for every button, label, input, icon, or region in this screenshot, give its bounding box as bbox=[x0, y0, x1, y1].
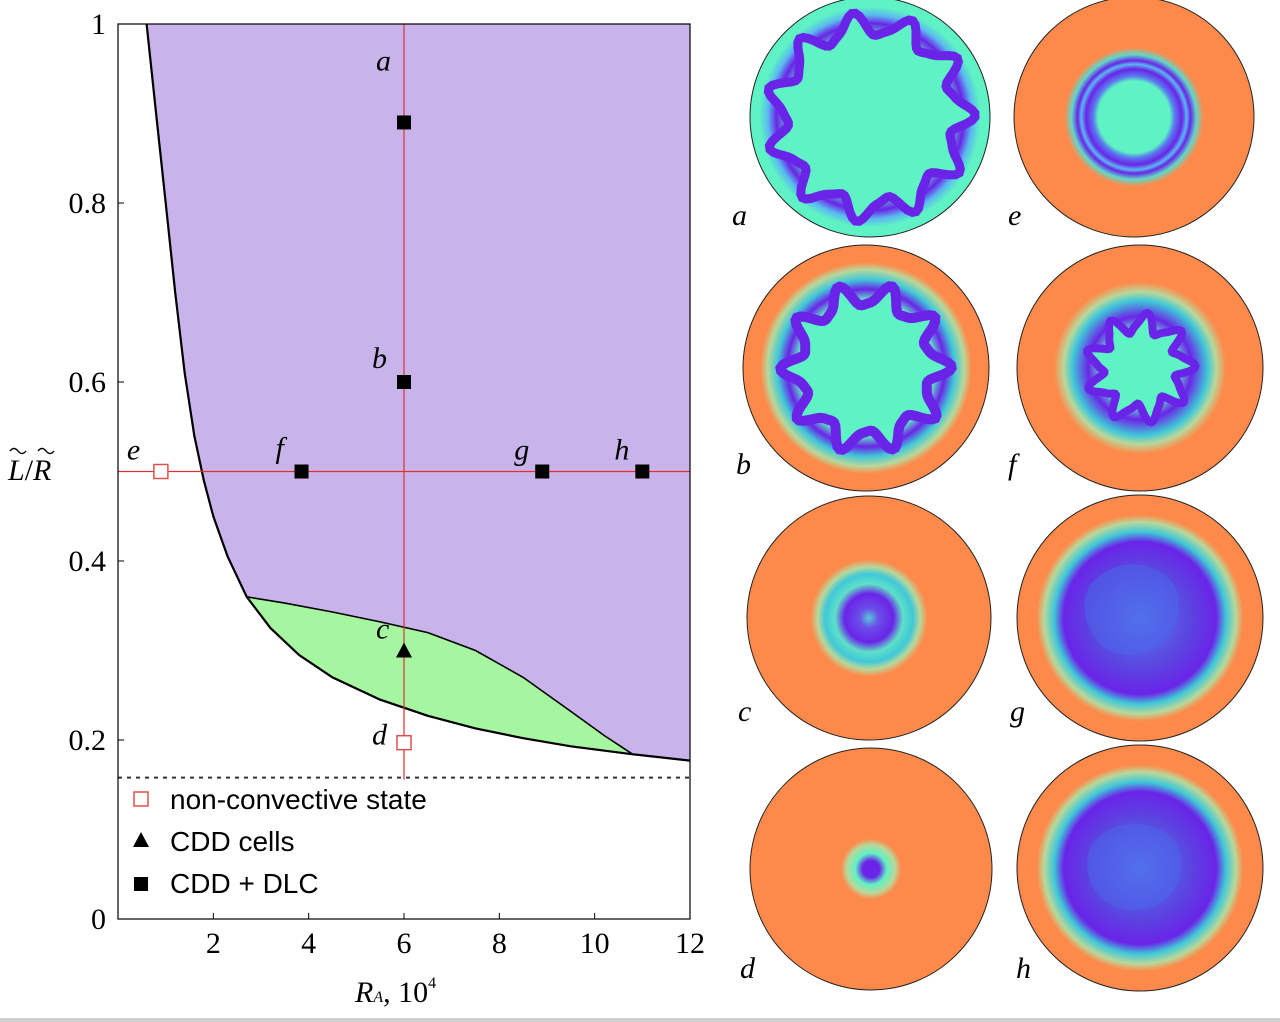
finger-boundary-f bbox=[1083, 308, 1200, 427]
data-point-a bbox=[397, 115, 411, 130]
snapshot-label-e: e bbox=[1008, 199, 1021, 232]
x-tick-label: 2 bbox=[206, 927, 221, 960]
y-tick-label: 0 bbox=[91, 903, 106, 936]
point-label-d: d bbox=[372, 719, 388, 752]
y-axis-label-denominator: R bbox=[32, 454, 51, 487]
snapshot-label-c: c bbox=[738, 695, 751, 728]
snapshot-label-f: f bbox=[1008, 448, 1020, 481]
legend: non-convective state CDD cells CDD + DLC bbox=[133, 784, 427, 899]
y-tick-label: 0.8 bbox=[69, 187, 107, 220]
y-tick-label: 0.2 bbox=[69, 724, 107, 757]
convective-region bbox=[146, 24, 691, 761]
x-tick-label: 12 bbox=[675, 927, 705, 960]
snapshot-d: d bbox=[740, 747, 993, 991]
point-label-b: b bbox=[372, 342, 387, 375]
point-label-c: c bbox=[376, 613, 389, 646]
snapshot-f: f bbox=[1008, 244, 1264, 492]
data-point-b bbox=[397, 375, 411, 389]
snapshot-e: e bbox=[1008, 0, 1255, 238]
snapshot-g: g bbox=[1010, 494, 1264, 742]
tilde-l bbox=[9, 447, 27, 455]
snapshot-label-h: h bbox=[1016, 952, 1031, 985]
blob-detail-g bbox=[1084, 564, 1180, 655]
data-point-f bbox=[294, 464, 309, 479]
data-point-c bbox=[396, 642, 412, 658]
x-axis-label-exp: 4 bbox=[428, 975, 436, 992]
data-point-d bbox=[396, 734, 412, 751]
finger-boundary-b bbox=[775, 281, 957, 455]
data-point-e bbox=[153, 463, 169, 480]
y-axis-label-text: L/R bbox=[7, 454, 51, 487]
snapshot-a: a bbox=[732, 0, 991, 238]
snapshot-label-b: b bbox=[736, 448, 751, 481]
data-point-g bbox=[535, 464, 550, 479]
snapshot-c: c bbox=[738, 495, 992, 741]
snapshot-label-g: g bbox=[1010, 695, 1025, 728]
x-tick-label: 8 bbox=[492, 927, 507, 960]
legend-marker-open-square bbox=[133, 791, 149, 807]
x-tick-label: 4 bbox=[301, 927, 316, 960]
legend-marker-triangle bbox=[133, 832, 149, 847]
tilde-r bbox=[37, 447, 55, 455]
y-tick-label: 0.6 bbox=[69, 366, 107, 399]
point-label-e: e bbox=[127, 434, 140, 467]
legend-entry-noncovective: non-convective state bbox=[170, 784, 427, 815]
y-tick-label: 1 bbox=[91, 8, 106, 41]
y-axis-label-numerator: L bbox=[7, 454, 25, 487]
snapshot-h: h bbox=[1016, 744, 1264, 992]
finger-boundary-a bbox=[763, 8, 980, 226]
threshold-curve bbox=[145, 23, 691, 762]
x-axis-label-main: R bbox=[354, 976, 373, 1009]
snapshot-label-d: d bbox=[740, 952, 756, 985]
data-point-h bbox=[635, 464, 650, 479]
y-tick-label: 0.4 bbox=[69, 545, 107, 578]
x-tick-label: 10 bbox=[580, 927, 610, 960]
point-label-g: g bbox=[514, 434, 529, 467]
legend-entry-cdd-cells: CDD cells bbox=[170, 826, 294, 857]
x-axis-label-sub: A bbox=[372, 989, 383, 1006]
point-label-h: h bbox=[614, 434, 629, 467]
blob-detail-h bbox=[1087, 823, 1182, 910]
bottom-rule bbox=[0, 1018, 1280, 1022]
legend-marker-square bbox=[134, 877, 148, 891]
x-axis-label: RA, 104 bbox=[354, 975, 436, 1009]
point-label-a: a bbox=[376, 44, 391, 77]
snapshot-b: b bbox=[736, 244, 990, 492]
snapshot-label-a: a bbox=[732, 199, 747, 232]
x-axis-label-rest: , 10 bbox=[383, 976, 428, 1009]
x-tick-label: 6 bbox=[397, 927, 412, 960]
legend-entry-cdd-dlc: CDD + DLC bbox=[170, 868, 319, 899]
y-axis-label: L/R bbox=[7, 447, 55, 487]
